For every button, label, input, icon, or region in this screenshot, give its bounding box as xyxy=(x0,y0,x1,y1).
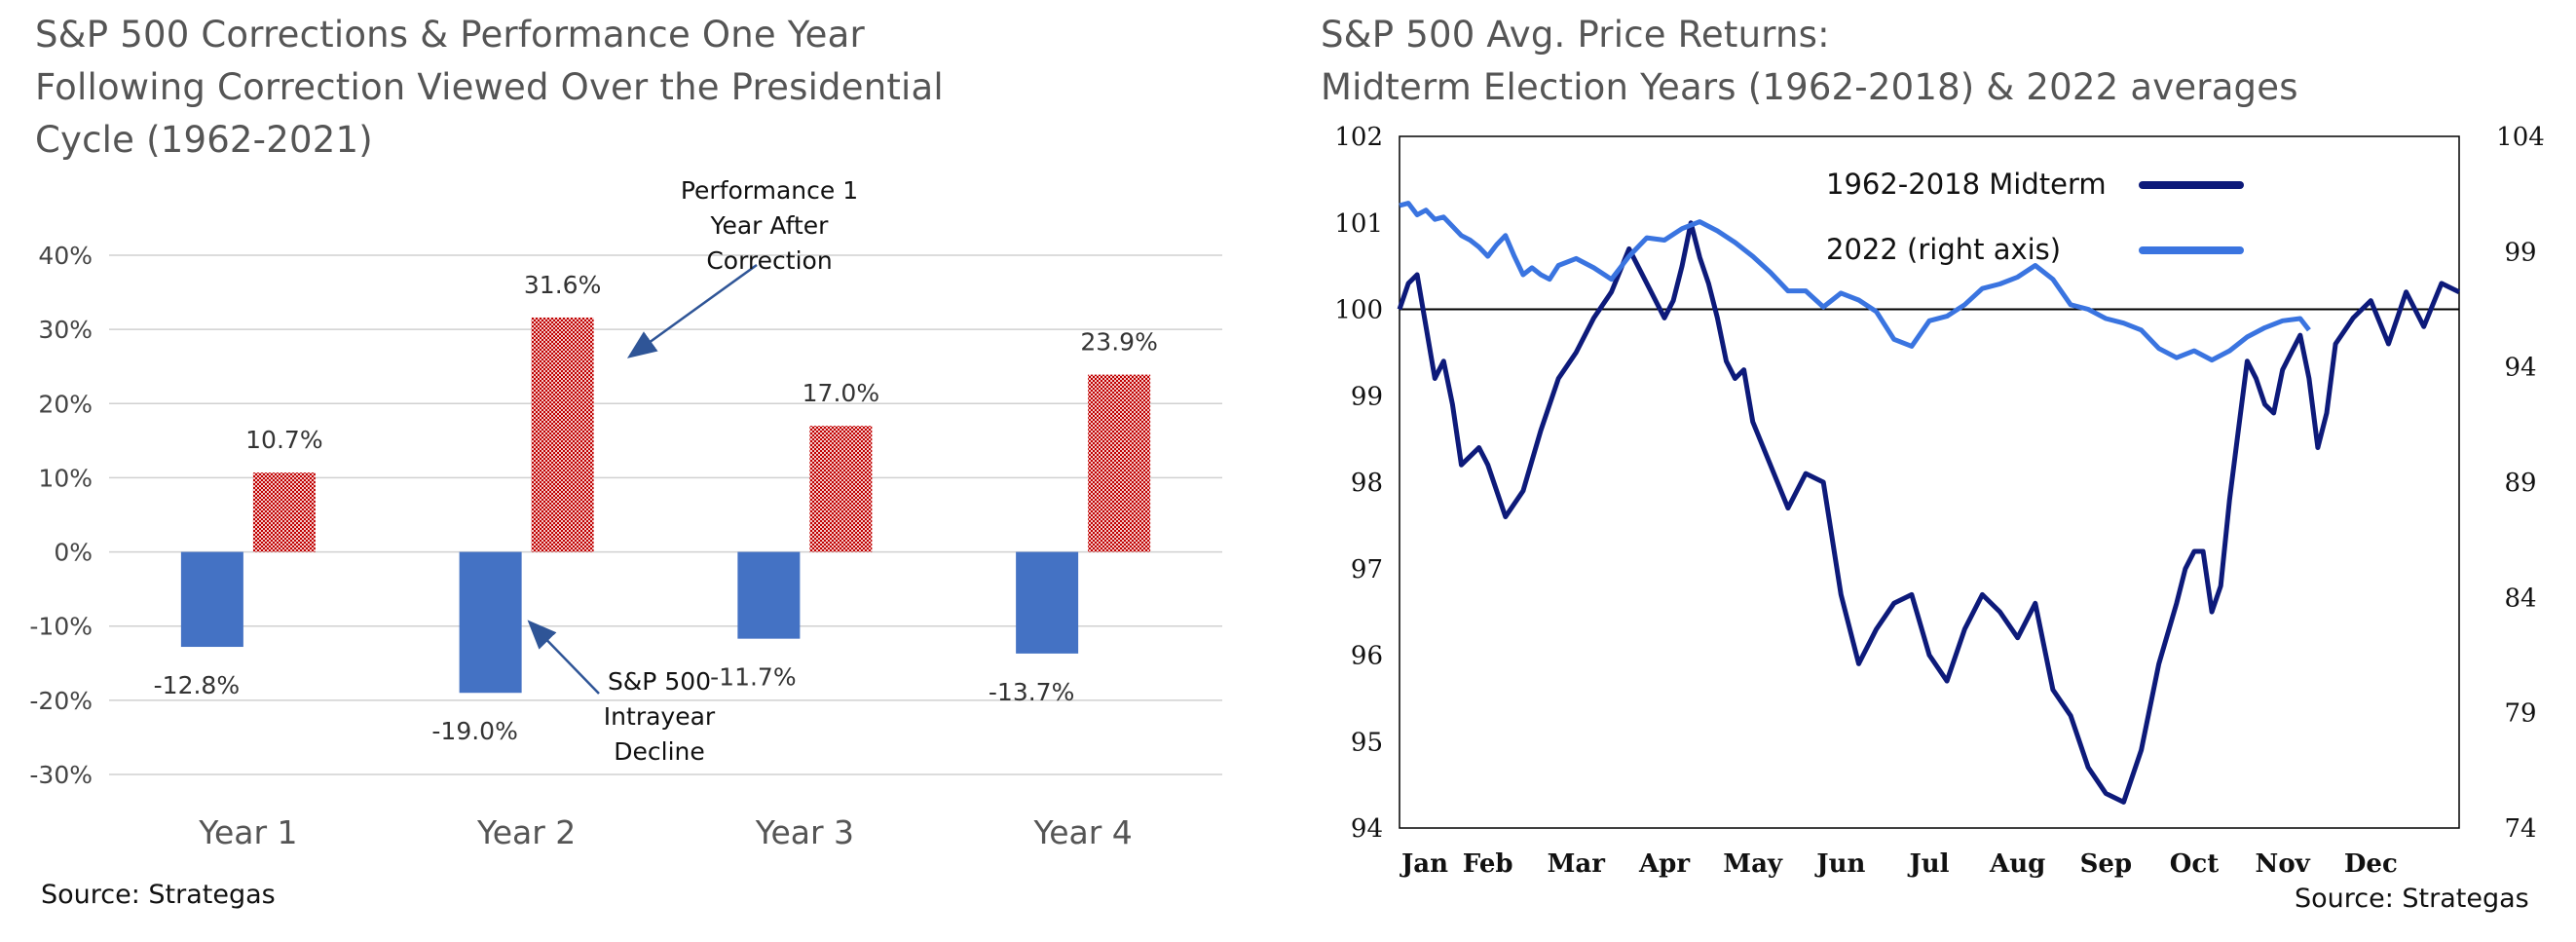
decline-bar xyxy=(180,551,243,648)
month-tick-label: Jul xyxy=(1907,849,1949,879)
bar-category-label: Year 1 xyxy=(198,813,297,851)
right-chart-panel: S&P 500 Avg. Price Returns: Midterm Elec… xyxy=(1286,0,2576,942)
bar-chart: 40%30%20%10%0%-10%-20%-30% -12.8%10.7%-1… xyxy=(29,176,1222,851)
performance-bar xyxy=(809,426,873,552)
bar-y-tick-label: 30% xyxy=(38,316,93,344)
decline-bar xyxy=(737,551,801,639)
decline-value-label: -11.7% xyxy=(710,663,796,692)
left-y-tick-label: 102 xyxy=(1334,123,1383,152)
bar-y-tick-label: -30% xyxy=(29,761,93,789)
bar-y-tick-label: -10% xyxy=(29,613,93,641)
month-tick-label: Oct xyxy=(2170,849,2220,879)
decline-bar xyxy=(1016,551,1079,654)
bar-x-axis-labels: Year 1 Year 2 Year 3 Year 4 xyxy=(198,813,1133,851)
month-tick-label: Jan xyxy=(1400,849,1448,879)
decline-bar xyxy=(459,551,522,694)
bar-y-tick-label: 40% xyxy=(38,242,93,270)
left-y-tick-label: 99 xyxy=(1351,382,1383,411)
right-source-note: Source: Strategas xyxy=(2295,884,2529,914)
month-tick-label: Sep xyxy=(2080,849,2133,879)
month-axis-labels: Jan Feb Mar Apr May Jun Jul Aug Sep Oct Nov Dec xyxy=(1400,849,2398,879)
left-y-tick-label: 94 xyxy=(1351,814,1383,844)
decline-value-label: -13.7% xyxy=(989,678,1074,706)
month-tick-label: May xyxy=(1723,849,1783,879)
right-y-tick-label: 89 xyxy=(2504,469,2536,498)
left-y-tick-label: 100 xyxy=(1334,296,1383,325)
performance-annotation-line-2: Year After xyxy=(710,211,830,240)
bar-data-labels: -12.8% 10.7% -19.0% 31.6% -11.7% 17.0% -13.7% 2… xyxy=(154,271,1158,745)
performance-value-label: 31.6% xyxy=(524,271,601,299)
performance-value-label: 10.7% xyxy=(245,426,322,454)
bar-y-axis-labels: 40% 30% 20% 10% 0% -10% -20% -30% xyxy=(29,242,93,789)
left-source-note: Source: Strategas xyxy=(41,880,276,910)
bar-y-tick-label: 0% xyxy=(54,539,93,567)
bar-y-tick-label: -20% xyxy=(29,687,93,715)
performance-bar xyxy=(531,317,594,552)
performance-value-label: 23.9% xyxy=(1080,328,1157,357)
midterm-series-line xyxy=(1397,220,2461,805)
month-tick-label: Apr xyxy=(1638,849,1690,879)
left-y-tick-label: 98 xyxy=(1351,469,1383,498)
month-tick-label: Jun xyxy=(1814,849,1865,879)
decline-value-label: -12.8% xyxy=(154,671,240,699)
performance-annotation-line-1: Performance 1 xyxy=(681,176,858,205)
left-chart-title-line-2: Following Correction Viewed Over the Pre… xyxy=(35,66,944,108)
left-y-tick-label: 95 xyxy=(1351,728,1383,757)
decline-value-label: -19.0% xyxy=(431,717,517,745)
right-chart-title-line-2: Midterm Election Years (1962-2018) & 202… xyxy=(1321,66,2298,108)
series-2022-line xyxy=(1399,201,2311,363)
bar-category-label: Year 3 xyxy=(755,813,854,851)
decline-annotation-line-3: Decline xyxy=(614,737,705,766)
performance-bar xyxy=(252,472,316,552)
left-y-tick-label: 101 xyxy=(1334,209,1383,239)
performance-value-label: 17.0% xyxy=(803,379,879,407)
right-y-tick-label: 104 xyxy=(2496,123,2545,152)
left-chart-panel: S&P 500 Corrections & Performance One Ye… xyxy=(0,0,1286,942)
bar-series xyxy=(180,317,1151,694)
right-y-tick-label: 84 xyxy=(2504,584,2536,613)
left-chart-title-line-3: Cycle (1962-2021) xyxy=(35,119,373,161)
decline-annotation-line-2: Intrayear xyxy=(604,702,716,731)
decline-arrow xyxy=(527,620,600,695)
bar-y-tick-label: 10% xyxy=(38,464,93,492)
bar-category-label: Year 4 xyxy=(1032,813,1132,851)
right-y-tick-label: 99 xyxy=(2504,238,2536,267)
left-y-axis-labels: 102 101 100 99 98 97 96 95 94 xyxy=(1334,123,1383,844)
month-tick-label: Nov xyxy=(2256,849,2311,879)
month-tick-label: Feb xyxy=(1463,849,1513,879)
right-y-tick-label: 79 xyxy=(2504,699,2536,729)
bar-y-tick-label: 20% xyxy=(38,390,93,418)
legend-box xyxy=(1816,156,2138,263)
right-y-tick-label: 94 xyxy=(2504,354,2536,383)
left-y-tick-label: 96 xyxy=(1351,642,1383,671)
performance-annotation-line-3: Correction xyxy=(706,246,832,275)
performance-arrow xyxy=(626,263,758,358)
month-tick-label: Mar xyxy=(1548,849,1606,879)
left-chart-title-line-1: S&P 500 Corrections & Performance One Ye… xyxy=(35,14,865,56)
right-chart-title-line-1: S&P 500 Avg. Price Returns: xyxy=(1321,14,1830,56)
legend: 1962-2018 Midterm 2022 (right axis) xyxy=(1816,156,2244,266)
bar-category-label: Year 2 xyxy=(476,813,576,851)
line-plot-frame xyxy=(1399,135,2460,829)
month-tick-label: Aug xyxy=(1989,849,2045,879)
line-series xyxy=(1397,201,2461,805)
line-chart: 102 101 100 99 98 97 96 95 94 104 99 94 89 84 79 74 Ja… xyxy=(1334,123,2545,879)
left-y-tick-label: 97 xyxy=(1351,555,1383,584)
legend-label-2022: 2022 (right axis) xyxy=(1826,233,2061,266)
performance-bar xyxy=(1088,374,1151,552)
right-y-tick-label: 74 xyxy=(2504,814,2536,844)
month-tick-label: Dec xyxy=(2344,849,2398,879)
decline-annotation-line-1: S&P 500 xyxy=(608,667,711,696)
legend-label-midterm: 1962-2018 Midterm xyxy=(1826,168,2107,201)
right-y-axis-labels: 104 99 94 89 84 79 74 xyxy=(2496,123,2545,844)
